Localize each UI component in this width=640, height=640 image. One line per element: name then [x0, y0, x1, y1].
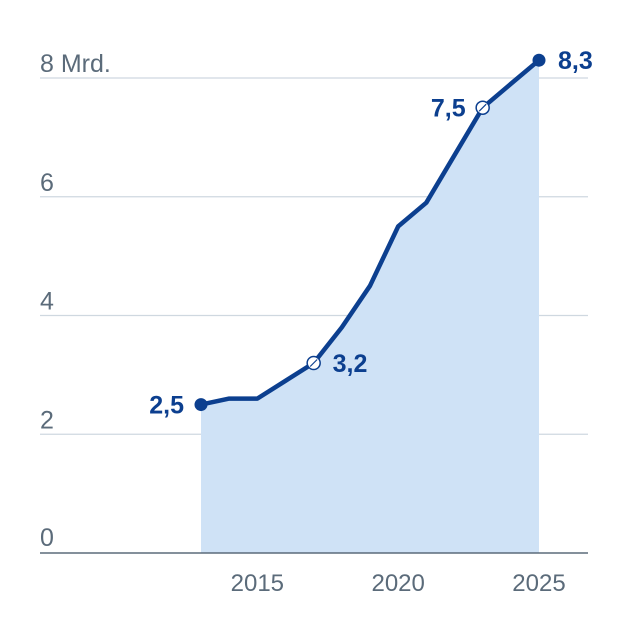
- marker-filled-0: [194, 398, 208, 412]
- data-label-1: 3,2: [333, 350, 368, 378]
- data-label-2: 7,5: [431, 95, 466, 123]
- y-tick-label-4: 8 Mrd.: [40, 50, 111, 78]
- y-tick-label-0: 0: [40, 524, 54, 552]
- marker-open-slash-1: [309, 359, 318, 367]
- data-label-0: 2,5: [149, 392, 184, 420]
- x-tick-label-1: 2020: [371, 570, 424, 597]
- y-tick-labels: 0 2 4 6 8 Mrd.: [40, 50, 111, 552]
- data-markers: [194, 53, 546, 412]
- data-label-3: 8,3: [558, 47, 593, 75]
- x-tick-label-2: 2025: [512, 570, 565, 597]
- marker-filled-3: [532, 53, 546, 67]
- data-labels: 2,5 3,2 7,5 8,3: [149, 47, 593, 419]
- x-tick-label-0: 2015: [231, 570, 284, 597]
- marker-open-slash-2: [478, 103, 487, 112]
- y-tick-label-1: 2: [40, 406, 54, 434]
- area-fill: [201, 60, 539, 553]
- x-tick-labels: 2015 2020 2025: [231, 570, 566, 597]
- y-tick-label-2: 4: [40, 288, 54, 316]
- y-tick-label-3: 6: [40, 169, 54, 197]
